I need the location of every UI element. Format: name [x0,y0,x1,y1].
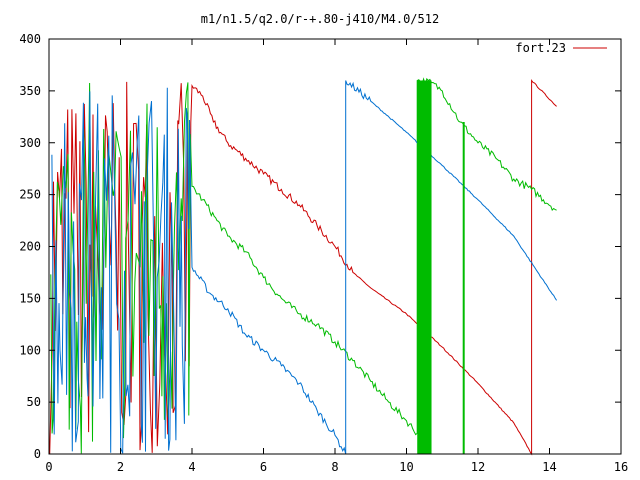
plot-series [49,77,558,456]
x-tick-label: 4 [188,460,195,474]
x-tick-label: 2 [117,460,124,474]
series-oscillation-band [417,80,432,454]
x-tick-label: 16 [614,460,628,474]
chart-title: m1/n1.5/q2.0/r-+.80-j410/M4.0/512 [201,12,439,26]
legend-label: fort.23 [515,41,566,55]
x-tick-label: 6 [260,460,267,474]
y-tick-label: 250 [19,188,41,202]
y-tick-label: 150 [19,291,41,305]
axis-ticks: 0 2 4 6 8 10 12 14 16 0 50 100 150 200 250 300 350 400 [19,32,628,474]
y-tick-label: 50 [27,395,41,409]
x-tick-label: 8 [331,460,338,474]
x-tick-label: 10 [399,460,413,474]
series-line-1 [49,79,557,456]
series-line-3 [51,80,558,455]
series-line-2 [50,77,557,454]
y-tick-label: 200 [19,240,41,254]
y-tick-label: 400 [19,32,41,46]
x-tick-label: 12 [471,460,485,474]
y-tick-label: 100 [19,343,41,357]
x-tick-label: 0 [45,460,52,474]
x-tick-label: 14 [542,460,556,474]
y-tick-label: 350 [19,84,41,98]
legend: fort.23 [515,41,607,55]
y-tick-label: 300 [19,136,41,150]
y-tick-label: 0 [34,447,41,461]
